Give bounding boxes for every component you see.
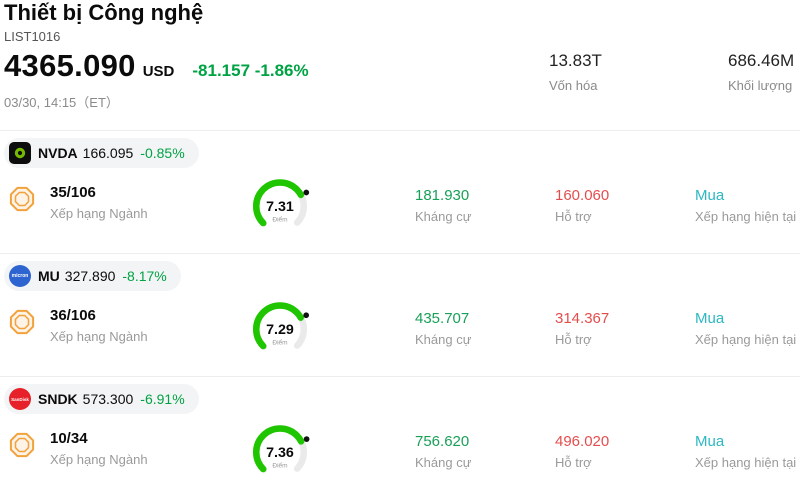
support-col: 314.367 Hỗ trợ bbox=[555, 310, 609, 347]
ticker-price: 327.890 bbox=[64, 268, 116, 284]
market-cap-stat: 13.83T Vốn hóa bbox=[549, 51, 602, 93]
page-title: Thiết bị Công nghệ bbox=[4, 0, 204, 25]
resistance-label: Kháng cự bbox=[415, 455, 472, 470]
industry-rank: 36/106 Xếp hạng Ngành bbox=[50, 307, 148, 344]
volume-value: 686.46M bbox=[728, 51, 795, 70]
resistance-col: 756.620 Kháng cự bbox=[415, 433, 471, 470]
industry-rank: 35/106 Xếp hạng Ngành bbox=[50, 184, 148, 221]
rating-col: Mua Xếp hạng hiện tại bbox=[695, 433, 796, 470]
resistance-col: 181.930 Kháng cự bbox=[415, 187, 471, 224]
industry-rank-label: Xếp hạng Ngành bbox=[50, 206, 148, 221]
ticker-change: -0.85% bbox=[140, 145, 185, 161]
index-change: -81.157 -1.86% bbox=[192, 61, 309, 80]
stock-section-nvda: NVDA 166.095 -0.85% 35/106 Xếp hạng Ngàn… bbox=[0, 130, 800, 253]
ticker-symbol: MU bbox=[38, 268, 60, 284]
nvidia-logo bbox=[9, 142, 31, 164]
currency-label: USD bbox=[142, 63, 175, 80]
rank-badge-icon bbox=[8, 185, 36, 218]
ticker-pill-nvda[interactable]: NVDA 166.095 -0.85% bbox=[4, 138, 199, 168]
list-id: LIST1016 bbox=[4, 29, 61, 44]
rating-label: Xếp hạng hiện tại bbox=[695, 209, 797, 224]
support-col: 160.060 Hỗ trợ bbox=[555, 187, 609, 224]
industry-rank-label: Xếp hạng Ngành bbox=[50, 452, 148, 467]
index-price-row: 4365.090 USD -81.157 -1.86% bbox=[4, 48, 309, 84]
micron-logo: micron bbox=[9, 265, 31, 287]
industry-rank-value: 35/106 bbox=[50, 184, 96, 201]
stock-section-sndk: SanDisk SNDK 573.300 -6.91% 10/34 Xếp hạ… bbox=[0, 376, 800, 488]
score-value: 7.29 bbox=[266, 322, 294, 338]
quote-datetime: 03/30, 14:15（ET） bbox=[4, 95, 119, 110]
rank-badge-icon bbox=[8, 431, 36, 464]
ticker-change: -8.17% bbox=[122, 268, 167, 284]
sandisk-logo: SanDisk bbox=[9, 388, 31, 410]
stock-section-mu: micron MU 327.890 -8.17% 36/106 Xếp hạng… bbox=[0, 253, 800, 376]
resistance-label: Kháng cự bbox=[415, 209, 472, 224]
score-gauge: 7.31 Điểm bbox=[252, 179, 310, 234]
support-value: 314.367 bbox=[555, 310, 610, 327]
market-cap-value: 13.83T bbox=[549, 51, 602, 70]
ticker-symbol: SNDK bbox=[38, 391, 78, 407]
market-cap-label: Vốn hóa bbox=[549, 78, 598, 93]
rating-label: Xếp hạng hiện tại bbox=[695, 455, 797, 470]
score-unit-label: Điểm bbox=[272, 339, 287, 347]
rating-col: Mua Xếp hạng hiện tại bbox=[695, 310, 796, 347]
ticker-price: 166.095 bbox=[82, 145, 134, 161]
industry-rank-value: 36/106 bbox=[50, 307, 96, 324]
header: Thiết bị Công nghệ LIST1016 4365.090 USD… bbox=[0, 0, 800, 130]
score-unit-label: Điểm bbox=[272, 216, 287, 224]
rating-value[interactable]: Mua bbox=[695, 310, 725, 327]
rating-value[interactable]: Mua bbox=[695, 433, 725, 450]
gauge-marker-dot bbox=[303, 189, 310, 196]
ticker-pill-mu[interactable]: micron MU 327.890 -8.17% bbox=[4, 261, 181, 291]
industry-rank-value: 10/34 bbox=[50, 430, 88, 447]
score-gauge: 7.36 Điểm bbox=[252, 425, 310, 480]
industry-rank-label: Xếp hạng Ngành bbox=[50, 329, 148, 344]
score-value: 7.36 bbox=[266, 445, 294, 461]
resistance-value: 435.707 bbox=[415, 310, 470, 327]
industry-rank: 10/34 Xếp hạng Ngành bbox=[50, 430, 148, 467]
index-price: 4365.090 bbox=[4, 48, 136, 83]
ticker-symbol: NVDA bbox=[38, 145, 78, 161]
resistance-label: Kháng cự bbox=[415, 332, 472, 347]
ticker-pill-sndk[interactable]: SanDisk SNDK 573.300 -6.91% bbox=[4, 384, 199, 414]
ticker-price: 573.300 bbox=[82, 391, 134, 407]
gauge-marker-dot bbox=[303, 436, 310, 442]
ticker-change: -6.91% bbox=[140, 391, 185, 407]
rating-col: Mua Xếp hạng hiện tại bbox=[695, 187, 796, 224]
support-col: 496.020 Hỗ trợ bbox=[555, 433, 609, 470]
resistance-value: 756.620 bbox=[415, 433, 470, 450]
gauge-marker-dot bbox=[303, 312, 310, 319]
support-label: Hỗ trợ bbox=[555, 332, 592, 347]
support-value: 496.020 bbox=[555, 433, 610, 450]
rating-label: Xếp hạng hiện tại bbox=[695, 332, 797, 347]
volume-stat: 686.46M Khối lượng bbox=[728, 51, 794, 93]
resistance-value: 181.930 bbox=[415, 187, 470, 204]
resistance-col: 435.707 Kháng cự bbox=[415, 310, 471, 347]
rating-value[interactable]: Mua bbox=[695, 187, 725, 204]
nvidia-eye-icon bbox=[14, 147, 26, 159]
volume-label: Khối lượng bbox=[728, 78, 793, 93]
score-unit-label: Điểm bbox=[272, 462, 287, 470]
support-label: Hỗ trợ bbox=[555, 455, 592, 470]
score-gauge: 7.29 Điểm bbox=[252, 302, 310, 357]
rank-badge-icon bbox=[8, 308, 36, 341]
support-value: 160.060 bbox=[555, 187, 610, 204]
support-label: Hỗ trợ bbox=[555, 209, 592, 224]
score-value: 7.31 bbox=[266, 199, 294, 215]
